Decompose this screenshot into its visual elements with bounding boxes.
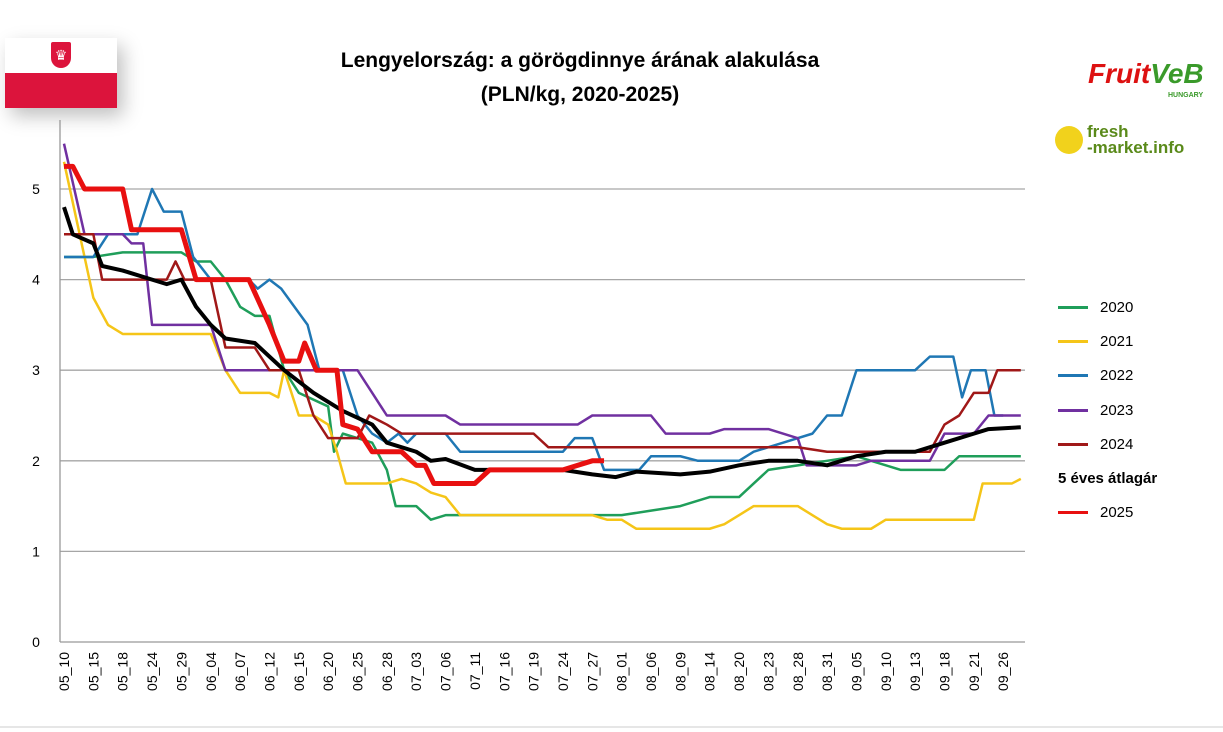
x-tick-label: 08_31 xyxy=(819,652,835,691)
x-tick-label: 06_04 xyxy=(203,652,219,691)
x-tick-label: 08_06 xyxy=(643,652,659,691)
legend-swatch xyxy=(1058,339,1088,343)
x-tick-label: 05_29 xyxy=(173,652,189,691)
legend-label: 2021 xyxy=(1100,332,1134,350)
legend-swatch xyxy=(1058,408,1088,412)
eagle-emblem-icon: ♛ xyxy=(51,42,71,68)
freshmarket-logo: fresh -market.info xyxy=(1055,123,1184,156)
legend-item: 2021 xyxy=(1058,324,1157,358)
x-tick-label: 08_23 xyxy=(760,652,776,691)
x-tick-label: 09_18 xyxy=(937,652,953,691)
x-tick-label: 08_01 xyxy=(614,652,630,691)
legend-item: 2020 xyxy=(1058,290,1157,324)
x-tick-label: 05_10 xyxy=(56,652,72,691)
legend-label: 5 éves átlagár xyxy=(1058,470,1158,488)
x-tick-label: 05_18 xyxy=(115,652,131,691)
legend-swatch xyxy=(1058,305,1088,309)
x-tick-label: 09_10 xyxy=(878,652,894,691)
legend-label: 2025 xyxy=(1100,504,1134,522)
x-tick-label: 06_12 xyxy=(261,652,277,691)
fruitveb-logo: FruitVeB HUNGARY xyxy=(1088,58,1204,99)
legend: 2020 2021 2022 2023 2024 5 éves átlagár 2025 xyxy=(1058,290,1157,530)
legend-swatch xyxy=(1058,374,1088,378)
legend-label: 2022 xyxy=(1100,367,1134,385)
legend-item: 2024 xyxy=(1058,427,1157,461)
y-tick-label: 3 xyxy=(32,362,40,378)
legend-item: 2022 xyxy=(1058,359,1157,393)
legend-swatch xyxy=(1058,442,1088,446)
x-tick-label: 09_21 xyxy=(966,652,982,691)
x-tick-label: 07_16 xyxy=(496,652,512,691)
x-tick-label: 07_27 xyxy=(584,652,600,691)
legend-item: 2023 xyxy=(1058,393,1157,427)
y-tick-label: 4 xyxy=(32,272,40,288)
y-tick-label: 5 xyxy=(32,181,40,197)
series-line-2025 xyxy=(64,163,605,486)
x-tick-label: 08_28 xyxy=(790,652,806,691)
x-tick-label: 09_26 xyxy=(995,652,1011,691)
x-tick-label: 09_05 xyxy=(848,652,864,691)
series-line-2022 xyxy=(64,187,1004,472)
series-line-2020 xyxy=(64,251,1021,521)
x-tick-label: 06_07 xyxy=(232,652,248,691)
x-tick-label: 07_11 xyxy=(467,652,483,690)
poland-flag: ♛ xyxy=(5,38,117,108)
x-tick-label: 06_15 xyxy=(291,652,307,691)
x-tick-label: 08_20 xyxy=(731,652,747,691)
x-tick-label: 07_24 xyxy=(555,652,571,691)
y-tick-label: 1 xyxy=(32,543,40,559)
x-tick-label: 07_03 xyxy=(408,652,424,691)
x-tick-label: 08_14 xyxy=(702,652,718,691)
title-line-1: Lengyelország: a görögdinnye árának alak… xyxy=(340,49,820,72)
legend-label: 2020 xyxy=(1100,298,1134,316)
x-tick-label: 08_09 xyxy=(672,652,688,691)
x-tick-label: 05_15 xyxy=(85,652,101,691)
legend-item: 5 éves átlagár xyxy=(1058,461,1157,495)
y-tick-label: 2 xyxy=(32,453,40,469)
series-line-2023 xyxy=(62,143,1021,467)
x-tick-label: 09_13 xyxy=(907,652,923,691)
x-tick-label: 06_25 xyxy=(350,652,366,691)
series-line-2024 xyxy=(64,233,1021,453)
title-line-2: (PLN/kg, 2020-2025) xyxy=(480,83,680,106)
x-tick-label: 06_20 xyxy=(320,652,336,691)
x-tick-label: 07_19 xyxy=(526,652,542,691)
legend-label: 2024 xyxy=(1100,435,1134,453)
legend-item: 2025 xyxy=(1058,496,1157,530)
series-line-5-éves-átlagár xyxy=(62,206,1021,480)
x-tick-label: 05_24 xyxy=(144,652,160,691)
x-tick-label: 07_06 xyxy=(438,652,454,691)
x-tick-label: 06_28 xyxy=(379,652,395,691)
legend-swatch xyxy=(1058,511,1088,515)
chart-title: Lengyelország: a görögdinnye árának alak… xyxy=(250,44,910,112)
series-line-2021 xyxy=(62,161,1022,530)
legend-label: 2023 xyxy=(1100,401,1134,419)
y-tick-label: 0 xyxy=(32,634,40,650)
